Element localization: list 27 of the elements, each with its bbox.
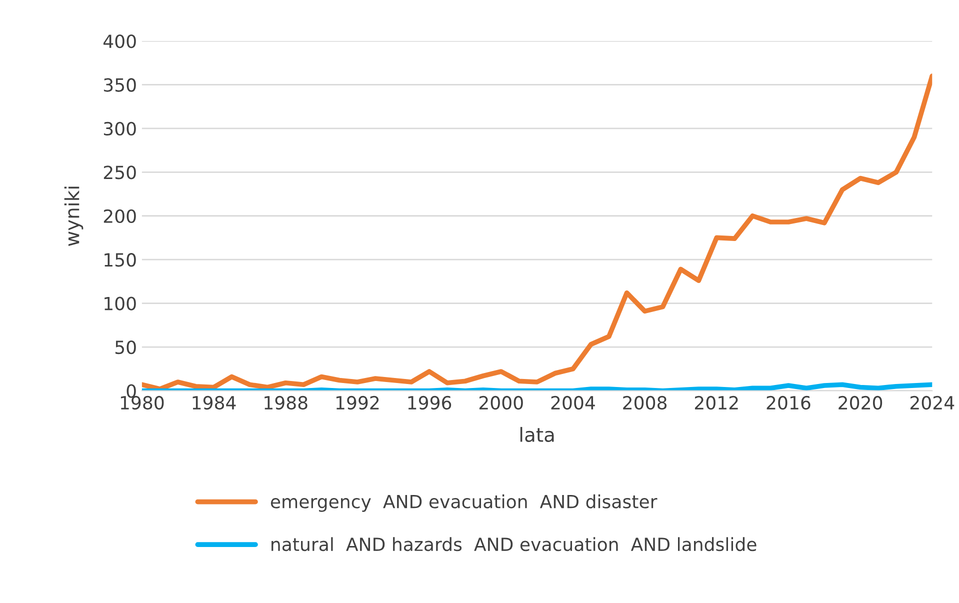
x-tick-label: 1980 bbox=[120, 396, 164, 410]
x-tick-label: 2008 bbox=[623, 396, 667, 410]
line-series bbox=[142, 74, 932, 391]
x-tick-label: 2012 bbox=[694, 396, 738, 410]
legend-label: natural AND hazards AND evacuation AND landslide bbox=[272, 537, 756, 552]
x-tick-label: 1988 bbox=[264, 396, 308, 410]
y-tick-label: 400 bbox=[103, 34, 136, 48]
x-tick-label: 2020 bbox=[838, 396, 882, 410]
x-tick-label: 1996 bbox=[408, 396, 452, 410]
x-tick-label: 2000 bbox=[479, 396, 523, 410]
x-axis-title: lata bbox=[520, 426, 554, 442]
y-tick-label: 50 bbox=[115, 340, 136, 354]
y-tick-label: 150 bbox=[104, 253, 136, 267]
legend-label: emergency AND evacuation AND disaster bbox=[270, 494, 658, 512]
x-tick-label: 1992 bbox=[336, 396, 379, 410]
x-tick-label: 2016 bbox=[766, 396, 810, 410]
y-tick-label: 250 bbox=[104, 166, 136, 180]
x-tick-label: 1984 bbox=[192, 396, 236, 410]
y-tick-label: 200 bbox=[104, 209, 136, 223]
x-tick-label: 2004 bbox=[551, 396, 595, 410]
y-tick-label: 0 bbox=[126, 384, 136, 398]
y-tick-label: 300 bbox=[104, 122, 136, 136]
x-tick-label: 2024 bbox=[910, 396, 954, 410]
y-axis-title: wyniki bbox=[64, 186, 84, 246]
y-tick-label: 100 bbox=[104, 296, 136, 310]
line-series bbox=[142, 382, 932, 391]
y-tick-label: 350 bbox=[104, 78, 136, 92]
